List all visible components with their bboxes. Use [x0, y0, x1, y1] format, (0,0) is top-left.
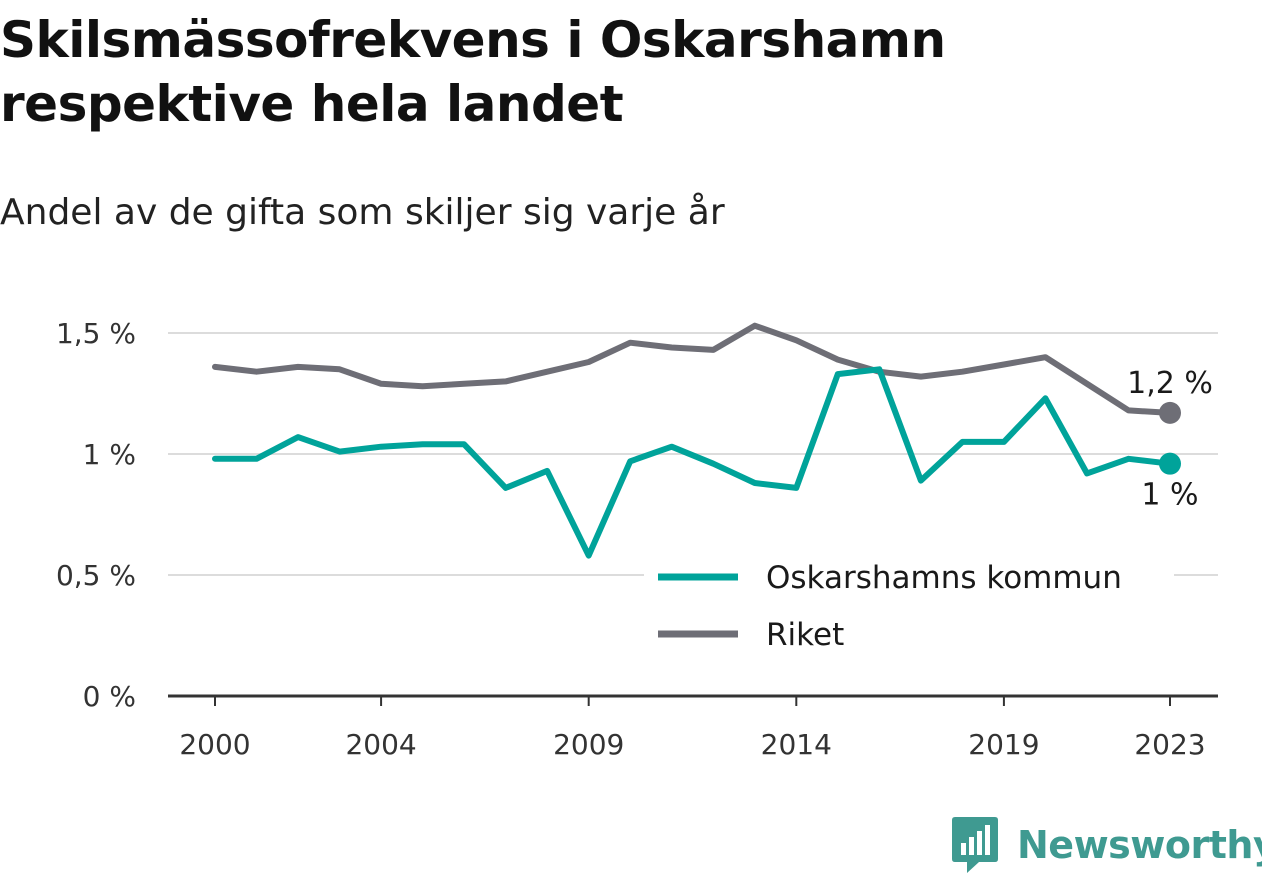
end-label-riket: 1,2 % — [1127, 366, 1213, 401]
y-tick-label: 1 % — [83, 438, 136, 471]
x-tick-label: 2009 — [553, 728, 624, 761]
newsworthy-logo-icon — [952, 817, 998, 873]
end-labels: 1 % 1,2 % — [1127, 366, 1213, 513]
end-point-oskarshamn — [1159, 452, 1181, 475]
chart-title: Skilsmässofrekvens i Oskarshamn respekti… — [0, 11, 946, 133]
x-tick-label: 2019 — [968, 728, 1039, 761]
x-tick-label: 2023 — [1134, 728, 1205, 761]
y-tick-label: 0 % — [83, 680, 136, 713]
end-label-oskarshamn: 1 % — [1141, 478, 1198, 513]
x-tick-label: 2004 — [345, 728, 416, 761]
y-tick-label: 0,5 % — [56, 559, 136, 592]
x-tick-label: 2000 — [179, 728, 250, 761]
series-line-riket — [212, 322, 1173, 416]
end-point-riket — [1159, 401, 1181, 424]
brand-name: Newsworthy — [1017, 823, 1262, 867]
series-lines — [212, 322, 1173, 559]
legend-label-riket: Riket — [766, 617, 844, 653]
legend: Oskarshamns kommun Riket — [644, 559, 1174, 656]
x-axis: 2000 2004 2009 2014 2019 2023 — [168, 694, 1218, 761]
legend-label-oskarshamn: Oskarshamns kommun — [766, 560, 1122, 596]
y-axis-ticks: 0 % 0,5 % 1 % 1,5 % — [56, 317, 136, 713]
x-tick-label: 2014 — [761, 728, 832, 761]
y-tick-label: 1,5 % — [56, 317, 136, 350]
newsworthy-brand: Newsworthy — [951, 815, 1262, 875]
series-line-oskarshamn — [212, 366, 1173, 559]
chart-subtitle: Andel av de gifta som skiljer sig varje … — [0, 192, 725, 233]
